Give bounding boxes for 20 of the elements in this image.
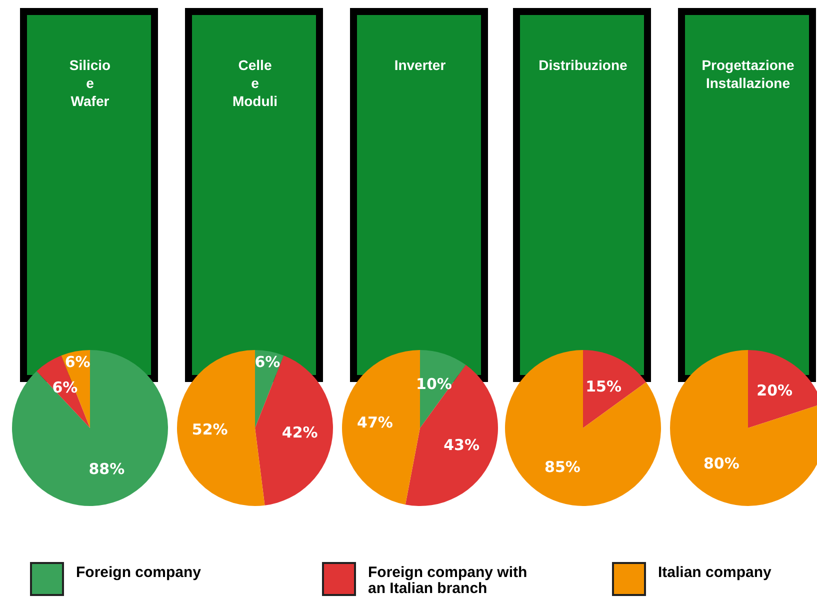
chart-title: Distribuzione: [538, 56, 628, 74]
data-label: 52%: [192, 420, 228, 439]
data-label: 80%: [703, 454, 740, 472]
data-label: 20%: [756, 381, 793, 400]
data-label: 6%: [64, 352, 90, 371]
data-label: 42%: [282, 424, 318, 442]
data-label: 43%: [444, 436, 480, 454]
data-label: 6%: [254, 352, 280, 371]
legend-label: Italian company: [658, 563, 772, 581]
chart-title: Inverter: [393, 56, 447, 74]
chart-title: Progettazione Installazione: [700, 56, 796, 92]
legend-label: Foreign company: [76, 563, 202, 581]
data-label: 6%: [52, 378, 78, 396]
data-label: 47%: [357, 414, 393, 432]
data-label: 85%: [544, 458, 580, 476]
data-label: 15%: [586, 378, 622, 396]
chart-title: Celle e Moduli: [231, 56, 279, 110]
legend-label: Foreign company with an Italian branch: [368, 563, 528, 597]
data-label: 88%: [88, 460, 125, 478]
chart-title: Silicio e Wafer: [68, 56, 112, 110]
